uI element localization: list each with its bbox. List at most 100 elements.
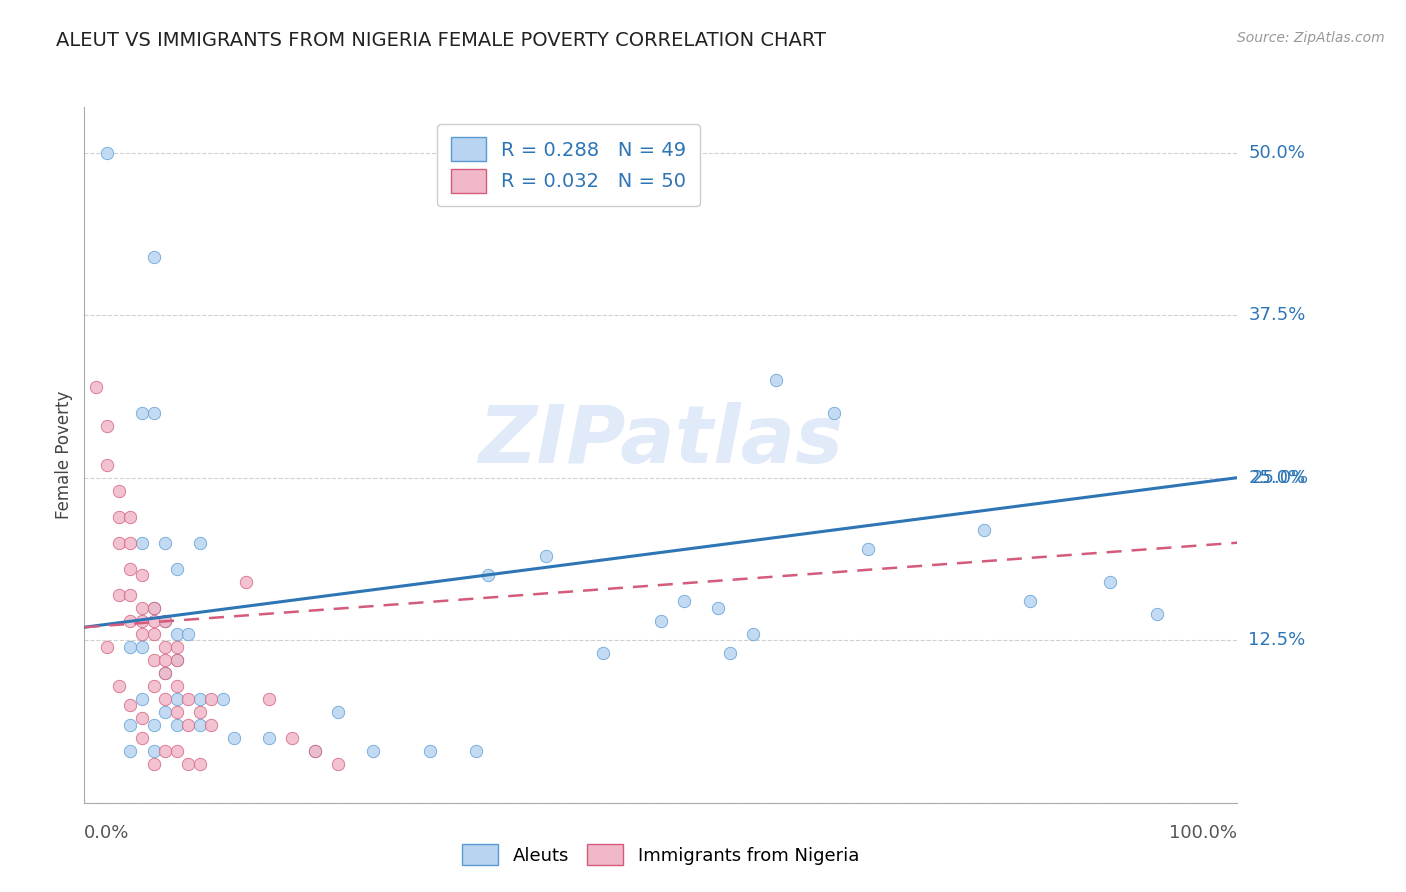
Point — [858, 542, 880, 557]
Point — [153, 535, 176, 549]
Point — [153, 665, 176, 680]
Point — [973, 523, 995, 537]
Point — [200, 718, 222, 732]
Point — [142, 653, 165, 667]
Point — [108, 679, 131, 693]
Point — [142, 406, 165, 420]
Point — [120, 718, 142, 732]
Text: 25.0%: 25.0% — [1251, 468, 1309, 487]
Point — [166, 744, 188, 758]
Point — [108, 509, 131, 524]
Point — [96, 418, 118, 433]
Point — [108, 588, 131, 602]
Point — [257, 691, 280, 706]
Point — [131, 568, 153, 582]
Point — [361, 744, 384, 758]
Point — [166, 653, 188, 667]
Point — [153, 691, 176, 706]
Y-axis label: Female Poverty: Female Poverty — [55, 391, 73, 519]
Point — [153, 614, 176, 628]
Point — [131, 600, 153, 615]
Point — [592, 646, 614, 660]
Point — [153, 640, 176, 654]
Point — [477, 568, 499, 582]
Text: 25.0%: 25.0% — [1249, 468, 1306, 487]
Point — [142, 718, 165, 732]
Point — [120, 614, 142, 628]
Point — [1018, 594, 1040, 608]
Point — [120, 588, 142, 602]
Point — [131, 711, 153, 725]
Point — [153, 705, 176, 719]
Point — [142, 600, 165, 615]
Point — [326, 705, 349, 719]
Point — [96, 145, 118, 160]
Point — [304, 744, 326, 758]
Point — [1146, 607, 1168, 622]
Point — [108, 483, 131, 498]
Point — [142, 614, 165, 628]
Point — [131, 406, 153, 420]
Point — [177, 756, 200, 771]
Point — [166, 718, 188, 732]
Point — [120, 562, 142, 576]
Point — [120, 744, 142, 758]
Point — [142, 744, 165, 758]
Point — [131, 640, 153, 654]
Text: 12.5%: 12.5% — [1249, 632, 1306, 649]
Point — [177, 626, 200, 640]
Point — [131, 614, 153, 628]
Text: 37.5%: 37.5% — [1249, 306, 1306, 324]
Point — [177, 718, 200, 732]
Point — [200, 691, 222, 706]
Point — [153, 653, 176, 667]
Point — [96, 458, 118, 472]
Point — [153, 665, 176, 680]
Point — [131, 731, 153, 745]
Point — [120, 698, 142, 713]
Point — [188, 756, 211, 771]
Point — [142, 679, 165, 693]
Point — [188, 535, 211, 549]
Point — [823, 406, 845, 420]
Point — [177, 691, 200, 706]
Point — [1099, 574, 1122, 589]
Point — [211, 691, 233, 706]
Point — [224, 731, 246, 745]
Point — [304, 744, 326, 758]
Point — [166, 562, 188, 576]
Point — [707, 600, 730, 615]
Point — [131, 691, 153, 706]
Point — [108, 535, 131, 549]
Point — [166, 705, 188, 719]
Point — [235, 574, 257, 589]
Point — [142, 600, 165, 615]
Point — [120, 640, 142, 654]
Point — [131, 626, 153, 640]
Text: ALEUT VS IMMIGRANTS FROM NIGERIA FEMALE POVERTY CORRELATION CHART: ALEUT VS IMMIGRANTS FROM NIGERIA FEMALE … — [56, 31, 827, 50]
Point — [281, 731, 304, 745]
Point — [142, 626, 165, 640]
Point — [166, 626, 188, 640]
Point — [96, 640, 118, 654]
Point — [672, 594, 695, 608]
Point — [188, 718, 211, 732]
Point — [718, 646, 741, 660]
Point — [142, 756, 165, 771]
Text: 50.0%: 50.0% — [1249, 144, 1305, 161]
Legend: Aleuts, Immigrants from Nigeria: Aleuts, Immigrants from Nigeria — [453, 835, 869, 874]
Point — [153, 614, 176, 628]
Point — [465, 744, 488, 758]
Point — [84, 379, 107, 393]
Point — [120, 535, 142, 549]
Point — [131, 535, 153, 549]
Point — [166, 679, 188, 693]
Point — [257, 731, 280, 745]
Point — [326, 756, 349, 771]
Point — [142, 250, 165, 264]
Text: Source: ZipAtlas.com: Source: ZipAtlas.com — [1237, 31, 1385, 45]
Point — [166, 691, 188, 706]
Legend: R = 0.288   N = 49, R = 0.032   N = 50: R = 0.288 N = 49, R = 0.032 N = 50 — [437, 124, 700, 206]
Point — [188, 691, 211, 706]
Text: 100.0%: 100.0% — [1170, 823, 1237, 842]
